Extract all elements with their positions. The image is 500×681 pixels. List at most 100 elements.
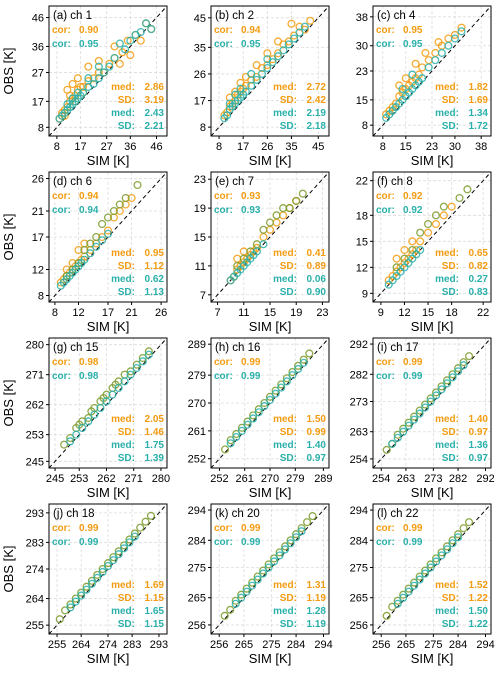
stat-label: med:: [111, 108, 135, 119]
stat-label: SD:: [118, 619, 135, 630]
stat-label: SD:: [118, 427, 135, 438]
stat-value: 3.19: [145, 95, 165, 106]
data-point: [132, 363, 141, 373]
y-tick-label: 17: [32, 96, 44, 108]
data-point: [96, 403, 105, 413]
stat-label: med:: [435, 414, 459, 425]
data-point: [284, 40, 293, 49]
x-axis-label: SIM [K]: [249, 319, 292, 334]
y-tick-label: 38: [356, 12, 368, 24]
one-to-one-line: [372, 337, 492, 469]
stat-value: 1.36: [469, 440, 489, 451]
data-point: [421, 569, 430, 578]
data-point: [126, 370, 135, 379]
x-axis-label: SIM [K]: [411, 651, 454, 666]
data-point: [133, 180, 142, 190]
x-tick-label: 275: [424, 639, 442, 651]
y-tick-label: 15: [194, 232, 206, 244]
data-point: [263, 49, 272, 58]
stat-value: 0.82: [469, 261, 489, 272]
data-point: [73, 88, 82, 97]
y-tick-label: 292: [350, 339, 368, 351]
y-tick-label: 8: [38, 122, 44, 134]
data-point: [286, 539, 295, 548]
x-tick-label: 253: [70, 473, 88, 485]
stat-value: 1.12: [145, 261, 165, 272]
stat-label: med:: [273, 248, 297, 259]
data-point: [77, 591, 86, 600]
data-point: [454, 367, 463, 376]
data-point: [264, 563, 273, 572]
data-point: [444, 41, 453, 50]
panel-3: 8 15 23 30 38 8 15 23 30 38 (c) ch 4 cor: 0.95 cor: 0.…: [356, 5, 492, 168]
stat-value: 0.90: [79, 25, 99, 36]
stat-label: SD:: [118, 95, 135, 106]
x-tick-label: 30: [449, 141, 461, 153]
data-point: [100, 68, 109, 77]
data-point: [418, 74, 427, 83]
data-point: [84, 74, 93, 83]
data-point: [236, 78, 245, 87]
stat-value: 0.97: [307, 453, 327, 464]
y-tick-label: 9: [362, 288, 368, 300]
y-tick-label: 11: [195, 261, 206, 273]
data-point: [431, 56, 440, 65]
y-tick-label: 273: [350, 396, 368, 408]
x-tick-label: 8: [216, 141, 222, 153]
y-tick-label: 275: [188, 562, 206, 574]
stat-value: 1.46: [145, 427, 165, 438]
stat-value: 0.93: [241, 205, 261, 216]
data-point: [66, 437, 75, 446]
one-to-one-line: [48, 5, 168, 137]
one-to-one-line: [372, 503, 492, 635]
data-point: [410, 415, 419, 424]
stat-value: 1.13: [145, 287, 165, 298]
data-point: [412, 245, 421, 255]
stat-label: cor:: [52, 523, 71, 534]
panel-title: (d) ch 6: [53, 176, 92, 188]
stat-label: cor:: [52, 537, 71, 548]
x-tick-label: 7: [214, 307, 220, 319]
data-point: [252, 75, 261, 84]
data-point: [388, 439, 397, 448]
data-point: [147, 25, 156, 34]
data-point: [272, 211, 281, 220]
x-tick-label: 22: [477, 307, 489, 319]
panel-12: 256 265 275 284 294 256 265 275 284 294 (l) ch 22 c…: [350, 503, 495, 666]
x-tick-label: 36: [124, 141, 136, 153]
data-point: [382, 611, 391, 620]
data-point: [263, 55, 272, 64]
stat-value: 0.94: [79, 191, 99, 202]
stat-label: SD:: [118, 261, 135, 272]
stat-value: 2.86: [145, 82, 165, 93]
data-point: [103, 226, 113, 235]
data-point: [459, 524, 468, 533]
x-axis-label: SIM [K]: [411, 485, 454, 500]
data-point: [270, 557, 279, 566]
y-tick-label: 262: [26, 400, 44, 412]
stat-value: 2.42: [307, 95, 327, 106]
panel-7: 245 253 262 271 280 245 253 262 271 280 (g) ch 15 c…: [1, 337, 170, 500]
panel-title: (f) ch 8: [377, 176, 413, 188]
data-point: [120, 544, 129, 553]
data-point: [63, 100, 72, 109]
panel-title: (e) ch 7: [215, 176, 254, 188]
data-point: [448, 373, 457, 382]
stat-label: SD:: [442, 261, 459, 272]
data-point: [130, 529, 139, 538]
stat-label: med:: [111, 440, 135, 451]
stat-label: SD:: [280, 453, 297, 464]
data-point: [92, 232, 101, 242]
stat-value: 1.65: [145, 606, 165, 617]
stat-value: 1.50: [469, 606, 489, 617]
data-point: [243, 420, 252, 429]
stat-label: cor:: [52, 191, 71, 202]
data-point: [431, 219, 440, 229]
data-point: [136, 36, 145, 45]
data-point: [86, 249, 95, 258]
stat-value: 0.95: [241, 39, 261, 50]
data-point: [260, 402, 269, 411]
y-tick-label: 282: [350, 369, 368, 381]
x-tick-label: 38: [475, 141, 487, 153]
data-point: [225, 99, 234, 108]
